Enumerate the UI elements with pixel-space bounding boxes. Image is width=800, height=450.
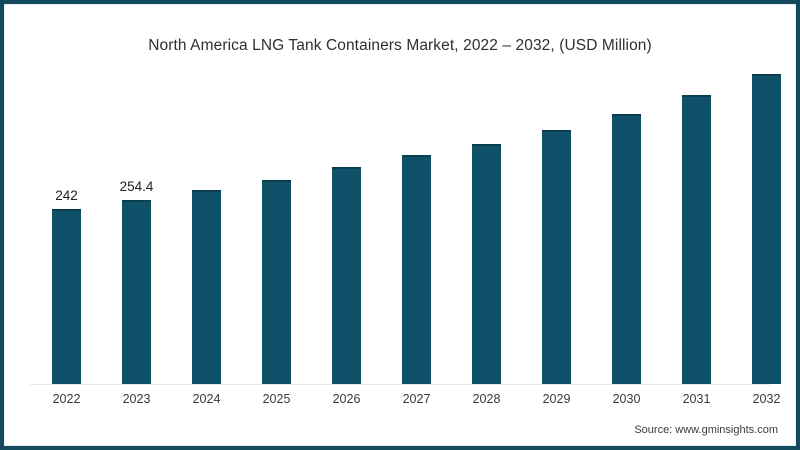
bar-2032 (752, 73, 781, 384)
bar-2027 (402, 155, 431, 384)
x-tick-label-2026: 2026 (332, 392, 361, 406)
bar-2030 (612, 114, 641, 384)
bar-2023 (122, 200, 151, 384)
bar-2024 (192, 190, 221, 384)
x-tick-label-2032: 2032 (752, 392, 781, 406)
x-tick-label-2031: 2031 (682, 392, 711, 406)
x-tick-label-2028: 2028 (472, 392, 501, 406)
bar-value-label-2022: 242 (55, 188, 78, 203)
x-tick-label-2023: 2023 (122, 392, 151, 406)
bar-2028 (472, 143, 501, 384)
source-attribution: Source: www.gminsights.com (634, 424, 778, 436)
x-tick-label-2025: 2025 (262, 392, 291, 406)
bar-2022 (52, 209, 81, 384)
bar-2029 (542, 130, 571, 384)
x-axis-baseline (30, 384, 770, 385)
x-tick-label-2022: 2022 (52, 392, 81, 406)
chart-title: North America LNG Tank Containers Market… (148, 37, 652, 54)
x-tick-label-2024: 2024 (192, 392, 221, 406)
bar-2025 (262, 180, 291, 384)
x-tick-label-2030: 2030 (612, 392, 641, 406)
bar-value-label-2023: 254.4 (119, 179, 154, 195)
bar-2026 (332, 167, 361, 384)
x-tick-label-2029: 2029 (542, 392, 571, 406)
x-tick-label-2027: 2027 (402, 392, 431, 406)
bar-2031 (682, 94, 711, 384)
